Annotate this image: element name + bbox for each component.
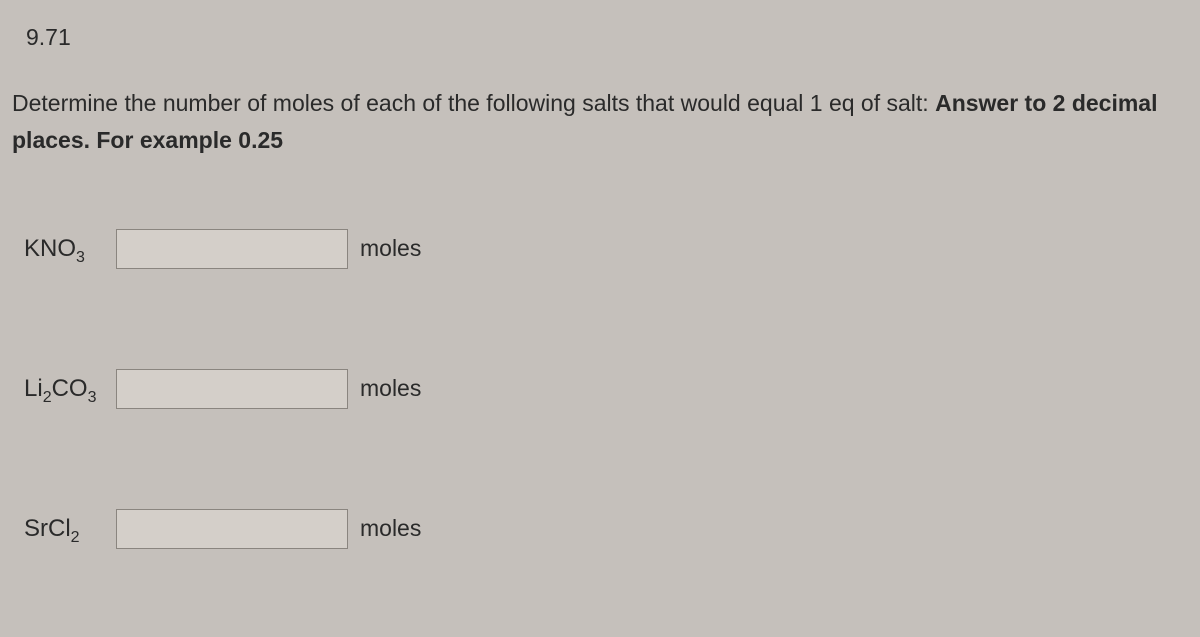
salt-row-kno3: KNO3 moles xyxy=(12,229,1188,269)
unit-label: moles xyxy=(360,375,421,402)
formula-mid: CO xyxy=(52,375,88,402)
formula-sub2: 3 xyxy=(88,388,97,405)
salt-row-li2co3: Li2CO3 moles xyxy=(12,369,1188,409)
unit-label: moles xyxy=(360,515,421,542)
formula-sub: 3 xyxy=(76,248,85,265)
formula-sub: 2 xyxy=(71,528,80,545)
formula-li2co3: Li2CO3 xyxy=(24,375,116,403)
problem-number: 9.71 xyxy=(26,24,1188,51)
formula-base: KNO xyxy=(24,235,76,262)
question-prompt: Determine the number of moles of each of… xyxy=(12,85,1172,159)
formula-kno3: KNO3 xyxy=(24,235,116,263)
prompt-text: Determine the number of moles of each of… xyxy=(12,90,935,116)
unit-label: moles xyxy=(360,235,421,262)
salt-row-srcl2: SrCl2 moles xyxy=(12,509,1188,549)
input-li2co3[interactable] xyxy=(116,369,348,409)
formula-sub1: 2 xyxy=(43,388,52,405)
formula-base: SrCl xyxy=(24,515,71,542)
formula-pre: Li xyxy=(24,375,43,402)
input-srcl2[interactable] xyxy=(116,509,348,549)
input-kno3[interactable] xyxy=(116,229,348,269)
formula-srcl2: SrCl2 xyxy=(24,515,116,543)
